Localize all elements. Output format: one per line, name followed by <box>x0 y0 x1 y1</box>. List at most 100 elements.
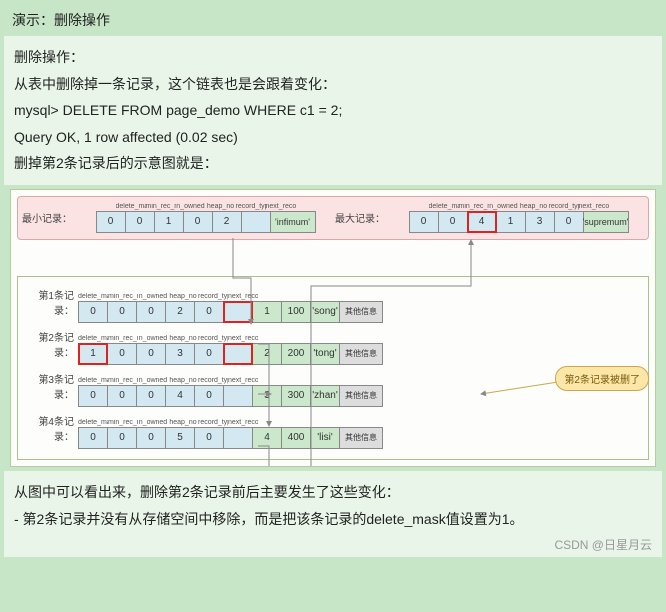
record-row: 第1条记录：delete_maskmin_rec_maskn_ownedheap… <box>22 287 644 323</box>
sql-line: mysql> DELETE FROM page_demo WHERE c1 = … <box>14 97 652 124</box>
diagram: 最小记录：delete_maskmin_rec_maskn_ownedheap_… <box>10 189 656 467</box>
cell: 0 <box>554 211 584 233</box>
col-header: n_owned <box>138 419 168 426</box>
top-records: 最小记录：delete_maskmin_rec_maskn_ownedheap_… <box>17 196 649 240</box>
data-cell: 300 <box>281 385 311 407</box>
cell: 0 <box>438 211 468 233</box>
tail-cell: 'infimum' <box>270 211 316 233</box>
col-header: delete_mask <box>78 377 108 384</box>
data-cell: 3 <box>252 385 282 407</box>
cell: 0 <box>136 385 166 407</box>
page-title: 演示：删除操作 <box>4 4 662 36</box>
col-header: min_rec_mask <box>146 203 176 210</box>
row-label: 第1条记录： <box>22 287 78 323</box>
data-cell: 'tong' <box>310 343 340 365</box>
cell: 0 <box>136 427 166 449</box>
col-header: record_type <box>198 293 228 300</box>
col-header: next_record <box>228 335 258 342</box>
max-record: delete_maskmin_rec_maskn_ownedheap_norec… <box>393 203 644 233</box>
cell: 0 <box>136 343 166 365</box>
data-cell: 'zhan' <box>310 385 340 407</box>
cell: 1 <box>154 211 184 233</box>
data-cell: 100 <box>281 301 311 323</box>
cell: 2 <box>212 211 242 233</box>
cell: 0 <box>78 427 108 449</box>
tail-cell: 'supremum' <box>583 211 629 233</box>
col-header: delete_mask <box>78 293 108 300</box>
col-header: next_record <box>266 203 296 210</box>
data-cell: 400 <box>281 427 311 449</box>
cell: 0 <box>125 211 155 233</box>
col-header: delete_mask <box>78 335 108 342</box>
callout: 第2条记录被删了 <box>555 366 649 391</box>
watermark: CSDN @日星月云 <box>4 534 662 557</box>
intro-line: 从表中删除掉一条记录，这个链表也是会跟着变化： <box>14 71 652 98</box>
min-record-label: 最小记录： <box>22 210 72 225</box>
cell: 0 <box>107 301 137 323</box>
col-header: delete_mask <box>429 203 459 210</box>
rows-section: 第1条记录：delete_maskmin_rec_maskn_ownedheap… <box>17 276 649 460</box>
col-header: heap_no <box>519 203 549 210</box>
row-label: 第2条记录： <box>22 329 78 365</box>
col-header: record_type <box>198 377 228 384</box>
col-header: record_type <box>198 335 228 342</box>
col-header: min_rec_mask <box>459 203 489 210</box>
record-row: 第4条记录：delete_maskmin_rec_maskn_ownedheap… <box>22 413 644 449</box>
data-cell: 200 <box>281 343 311 365</box>
intro-block: 删除操作： 从表中删除掉一条记录，这个链表也是会跟着变化： mysql> DEL… <box>4 36 662 185</box>
col-header: n_owned <box>138 293 168 300</box>
cell: 0 <box>78 385 108 407</box>
col-header: next_record <box>579 203 609 210</box>
col-header: next_record <box>228 377 258 384</box>
cell: 0 <box>194 427 224 449</box>
col-header: record_type <box>198 419 228 426</box>
col-header: delete_mask <box>78 419 108 426</box>
col-header: n_owned <box>138 335 168 342</box>
data-cell: 'song' <box>310 301 340 323</box>
record-row: 第3条记录：delete_maskmin_rec_maskn_ownedheap… <box>22 371 644 407</box>
cell: 2 <box>165 301 195 323</box>
col-header: n_owned <box>176 203 206 210</box>
cell <box>241 211 271 233</box>
data-cell: 1 <box>252 301 282 323</box>
other-info-cell: 其他信息 <box>339 343 383 365</box>
col-header: min_rec_mask <box>108 419 138 426</box>
min-record: delete_maskmin_rec_maskn_ownedheap_norec… <box>80 203 331 233</box>
row-label: 第4条记录： <box>22 413 78 449</box>
col-header: n_owned <box>138 377 168 384</box>
col-header: next_record <box>228 293 258 300</box>
cell: 0 <box>96 211 126 233</box>
max-record-label: 最大记录： <box>335 210 385 225</box>
cell: 4 <box>165 385 195 407</box>
cell: 0 <box>78 301 108 323</box>
cell: 5 <box>165 427 195 449</box>
outro-line: - 第2条记录并没有从存储空间中移除，而是把该条记录的delete_mask值设… <box>14 506 652 533</box>
cell: 3 <box>525 211 555 233</box>
other-info-cell: 其他信息 <box>339 385 383 407</box>
col-header: record_type <box>549 203 579 210</box>
col-header: heap_no <box>168 377 198 384</box>
cell: 0 <box>107 343 137 365</box>
col-header: heap_no <box>168 335 198 342</box>
cell: 0 <box>194 343 224 365</box>
cell: 0 <box>107 427 137 449</box>
cell: 0 <box>107 385 137 407</box>
cell <box>223 385 253 407</box>
col-header: min_rec_mask <box>108 377 138 384</box>
col-header: min_rec_mask <box>108 293 138 300</box>
intro-line: 删除操作： <box>14 44 652 71</box>
cell: 0 <box>183 211 213 233</box>
cell: 0 <box>409 211 439 233</box>
col-header: next_record <box>228 419 258 426</box>
data-cell: 'lisi' <box>310 427 340 449</box>
col-header: heap_no <box>206 203 236 210</box>
row-label: 第3条记录： <box>22 371 78 407</box>
sql-result: Query OK, 1 row affected (0.02 sec) <box>14 124 652 151</box>
cell: 0 <box>194 385 224 407</box>
cell: 0 <box>136 301 166 323</box>
col-header: n_owned <box>489 203 519 210</box>
cell: 1 <box>78 343 108 365</box>
data-cell: 4 <box>252 427 282 449</box>
col-header: heap_no <box>168 419 198 426</box>
cell: 3 <box>165 343 195 365</box>
